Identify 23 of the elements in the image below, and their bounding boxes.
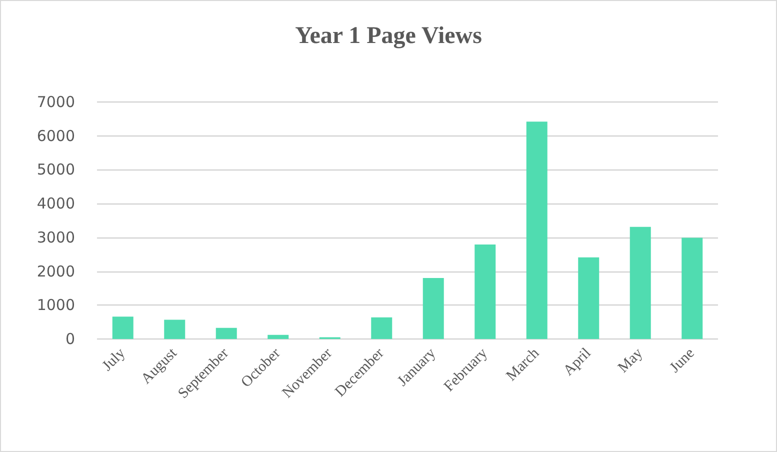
y-tick-label: 6000 (36, 126, 75, 145)
x-tick-label: May (615, 344, 646, 376)
bar (164, 320, 186, 339)
chart-title: Year 1 Page Views (295, 23, 482, 49)
y-tick-label: 1000 (36, 296, 75, 314)
bar (474, 244, 496, 339)
bar (682, 238, 703, 339)
bar (526, 122, 548, 339)
y-tick-label: 7000 (36, 93, 75, 111)
x-tick-label: June (667, 345, 698, 376)
x-tick-label: July (100, 344, 129, 374)
y-tick-label: 0 (65, 330, 75, 348)
bar (578, 257, 600, 339)
bar (422, 278, 444, 339)
bar (268, 334, 289, 339)
y-tick-label: 5000 (36, 160, 75, 179)
bar (216, 328, 237, 339)
bar (371, 317, 392, 339)
bar (630, 226, 651, 339)
y-tick-label: 3000 (36, 228, 75, 246)
y-tick-label: 2000 (36, 262, 75, 280)
y-tick-label: 4000 (36, 194, 75, 213)
bar (112, 316, 134, 339)
